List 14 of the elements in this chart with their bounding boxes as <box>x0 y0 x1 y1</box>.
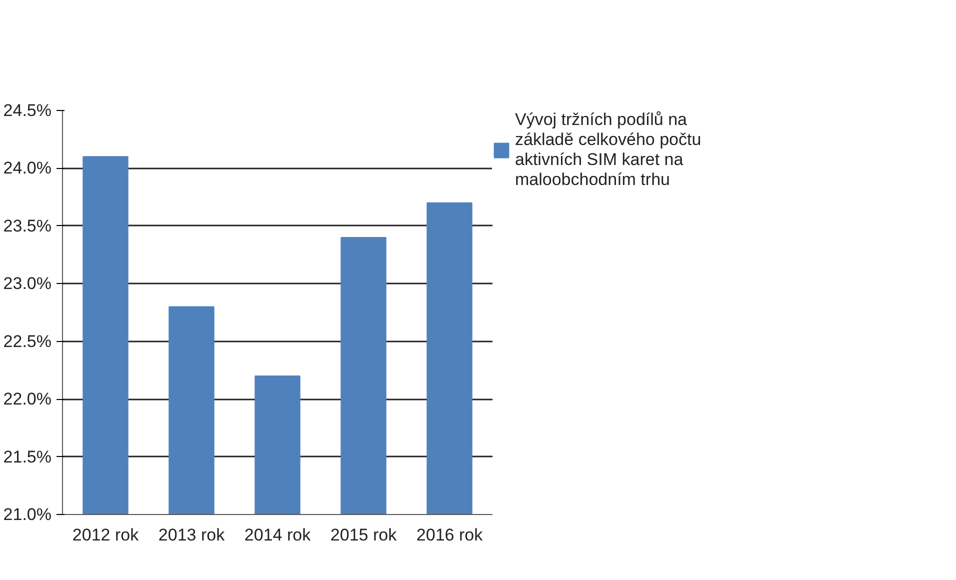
legend-label: Vývoj tržních podílů na základě celkového počtu aktivních SIM karet na maloobchodním trhu <box>515 110 702 190</box>
x-tick-label: 2013 rok <box>158 526 226 544</box>
y-tick-label: 23.0% <box>3 274 52 294</box>
x-tick-label: 2016 rok <box>416 526 484 544</box>
y-tick-label: 21.5% <box>3 447 52 466</box>
x-tick-label: 2014 rok <box>244 526 312 544</box>
x-tick-label: 2015 rok <box>330 526 398 544</box>
x-tick-label: 2012 rok <box>72 526 140 544</box>
y-tick-label: 22.5% <box>3 332 52 351</box>
y-tick-label: 23.5% <box>3 216 52 236</box>
y-tick-label: 24.5% <box>3 101 52 120</box>
y-tick-label: 24.0% <box>3 158 52 178</box>
y-tick-label: 21.0% <box>3 505 52 524</box>
y-tick-label: 22.0% <box>3 390 52 409</box>
